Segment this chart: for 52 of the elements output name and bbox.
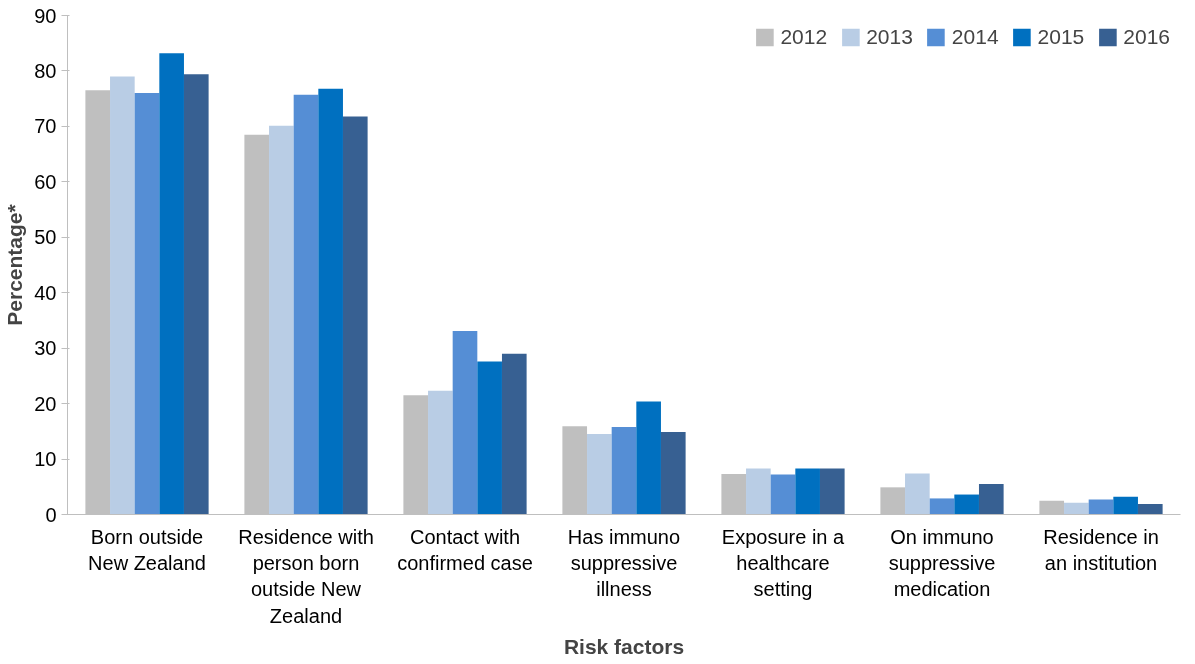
y-tick-label: 90 [34, 4, 57, 27]
x-tick-label: Exposure in a healthcare setting [721, 525, 846, 601]
legend-label: 2013 [866, 25, 913, 49]
x-tick-label: On immuno suppressive medication [888, 525, 996, 601]
x-tick-label: Has immuno suppressive illness [567, 525, 681, 601]
bar [183, 74, 209, 515]
x-tick-label: Residence in an institution [1043, 525, 1159, 574]
bar [269, 125, 294, 515]
bar [501, 353, 527, 515]
legend-label: 2016 [1123, 25, 1170, 49]
bar [587, 434, 612, 515]
y-tick-label: 30 [34, 337, 57, 360]
bar [1088, 499, 1114, 515]
bar [795, 468, 820, 515]
y-tick-label: 70 [34, 115, 57, 138]
y-tick-label: 80 [34, 59, 57, 82]
x-axis-title: Risk factors [563, 634, 685, 658]
y-axis-title: Percentage* [3, 203, 27, 326]
y-tick-label: 50 [34, 226, 57, 249]
bar [770, 474, 796, 515]
y-tick-label: 10 [34, 448, 57, 471]
bar [428, 390, 453, 515]
bar [1064, 502, 1089, 515]
bar [134, 93, 160, 515]
y-tick-label: 0 [45, 503, 57, 526]
y-tick-label: 20 [34, 392, 57, 415]
legend-label: 2015 [1037, 25, 1085, 49]
x-tick-label: Born outside New Zealand [88, 525, 206, 574]
y-tick-label: 40 [34, 281, 57, 304]
bar [293, 94, 319, 515]
bar [905, 473, 930, 515]
bar [110, 76, 135, 515]
bar [819, 468, 845, 515]
x-tick-label: Contact with confirmed case [397, 525, 533, 574]
x-tick-label: Residence with person born outside New Zealand [238, 525, 374, 627]
bar [159, 53, 184, 515]
bar [611, 426, 637, 515]
bar [477, 361, 502, 515]
y-tick-label: 60 [34, 170, 57, 193]
bar [1137, 503, 1163, 515]
legend-label: 2014 [951, 25, 999, 49]
legend-label: 2012 [780, 25, 828, 49]
bar [660, 431, 686, 515]
bar [342, 116, 368, 515]
bar [636, 401, 661, 515]
bar [1113, 496, 1138, 515]
bar [746, 468, 771, 515]
bar [978, 484, 1004, 515]
bar [929, 498, 955, 515]
bar [318, 88, 343, 515]
bar [452, 330, 478, 515]
bar [954, 494, 979, 515]
